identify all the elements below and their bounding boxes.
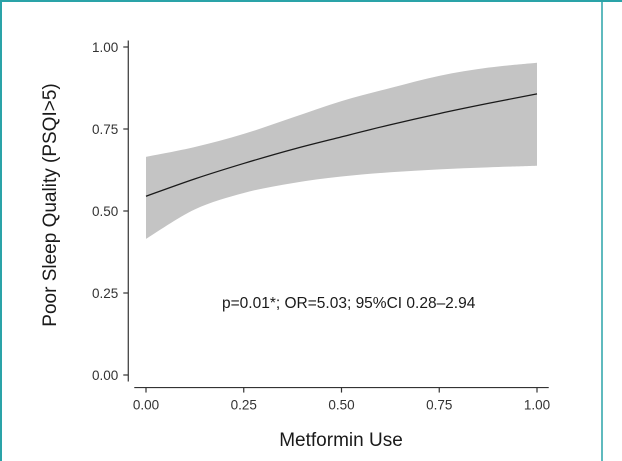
x-tick-label: 0.50 (328, 398, 354, 413)
x-tick-label: 1.00 (524, 398, 550, 413)
x-axis-label: Metformin Use (279, 430, 403, 451)
x-tick-label: 0.00 (133, 398, 159, 413)
y-axis-ticks: 0.00 0.25 0.50 0.75 1.00 (92, 40, 129, 383)
x-tick-label: 0.75 (426, 398, 452, 413)
y-tick-label: 0.00 (92, 368, 118, 383)
y-axis-label: Poor Sleep Quality (PSQI>5) (40, 83, 61, 326)
y-tick-label: 1.00 (92, 40, 118, 55)
fitted-line (145, 93, 538, 197)
y-tick-label: 0.75 (92, 122, 118, 137)
x-tick-label: 0.25 (231, 398, 257, 413)
confidence-band (146, 62, 537, 239)
plot-area (145, 62, 538, 239)
x-axis-ticks: 0.00 0.25 0.50 0.75 1.00 (133, 387, 550, 413)
y-tick-label: 0.25 (92, 286, 118, 301)
stats-annotation: p=0.01*; OR=5.03; 95%CI 0.28–2.94 (222, 295, 476, 312)
y-tick-label: 0.50 (92, 204, 118, 219)
